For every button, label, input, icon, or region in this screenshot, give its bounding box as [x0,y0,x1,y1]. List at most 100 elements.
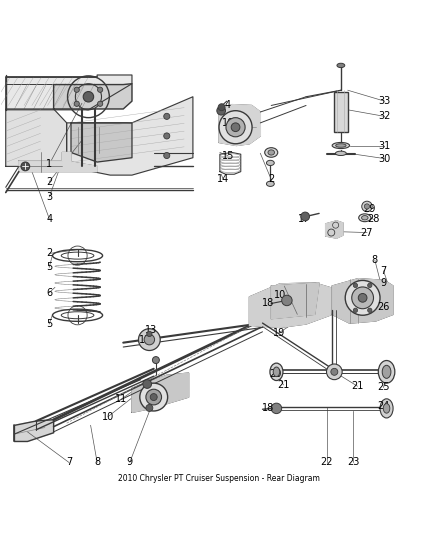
Polygon shape [53,84,132,109]
Polygon shape [67,97,193,175]
Ellipse shape [270,363,283,381]
Text: 28: 28 [367,214,380,224]
Text: 23: 23 [347,457,359,467]
Circle shape [367,283,372,288]
Circle shape [331,368,338,375]
Text: 9: 9 [127,457,133,467]
Text: 30: 30 [378,154,391,164]
Text: 1: 1 [46,159,52,169]
Text: 32: 32 [378,111,391,122]
Polygon shape [19,152,97,172]
Polygon shape [250,283,332,327]
Text: 31: 31 [378,141,391,150]
Circle shape [226,118,245,137]
Circle shape [164,133,170,139]
Text: 10: 10 [102,411,114,422]
Circle shape [150,393,157,400]
Text: 4: 4 [46,214,52,224]
Circle shape [146,389,162,405]
Ellipse shape [359,214,371,222]
Circle shape [21,162,30,171]
Text: 33: 33 [378,96,391,106]
Text: 26: 26 [377,302,390,312]
Ellipse shape [265,148,278,157]
Circle shape [144,334,155,345]
Circle shape [140,383,168,411]
Circle shape [98,87,103,92]
Circle shape [147,332,152,336]
Ellipse shape [378,360,395,383]
Text: 19: 19 [273,328,285,337]
Text: 5: 5 [46,319,53,329]
Ellipse shape [266,160,274,166]
Polygon shape [325,221,343,238]
Text: 20: 20 [269,369,282,379]
Ellipse shape [266,181,274,187]
Text: 2010 Chrysler PT Cruiser Suspension - Rear Diagram: 2010 Chrysler PT Cruiser Suspension - Re… [118,474,320,483]
Circle shape [143,379,152,389]
Text: 16: 16 [222,118,234,128]
Text: 15: 15 [222,150,234,160]
Text: 6: 6 [46,288,52,297]
Polygon shape [6,75,132,110]
Circle shape [74,101,79,107]
Text: 2: 2 [46,176,53,187]
Text: 22: 22 [321,457,333,467]
Ellipse shape [383,403,390,413]
Circle shape [231,123,240,132]
Text: 3: 3 [46,192,52,202]
Circle shape [362,201,372,212]
Text: 18: 18 [261,298,274,309]
Text: 10: 10 [274,290,286,300]
Text: 7: 7 [380,266,387,276]
Text: 8: 8 [372,255,378,265]
Bar [334,92,348,132]
Circle shape [271,403,282,414]
Polygon shape [332,279,393,323]
Circle shape [352,287,374,309]
Circle shape [164,114,170,119]
Circle shape [83,92,94,102]
Text: 21: 21 [277,380,290,390]
Text: 14: 14 [217,174,230,184]
Text: 5: 5 [46,262,53,272]
Ellipse shape [268,150,275,155]
Text: 2: 2 [46,248,53,259]
Circle shape [152,357,159,364]
Text: 2: 2 [268,174,274,184]
Polygon shape [271,283,319,319]
Circle shape [219,111,252,144]
Circle shape [345,280,380,315]
Text: 21: 21 [351,381,364,391]
Ellipse shape [382,365,391,378]
Circle shape [217,107,226,115]
Circle shape [367,308,372,312]
Ellipse shape [332,142,350,149]
Text: 12: 12 [139,335,151,345]
Polygon shape [71,123,132,162]
Ellipse shape [273,367,280,377]
Ellipse shape [337,63,345,68]
Polygon shape [132,373,188,413]
Circle shape [353,308,357,312]
Polygon shape [219,104,260,146]
Circle shape [98,101,103,107]
Circle shape [326,364,342,379]
Ellipse shape [361,215,368,220]
Text: 17: 17 [298,214,310,224]
Polygon shape [14,419,53,441]
Text: 11: 11 [115,394,127,404]
Circle shape [364,204,370,209]
Circle shape [218,104,225,111]
Text: 9: 9 [381,278,387,288]
Circle shape [74,87,79,92]
Text: 8: 8 [94,457,100,467]
Circle shape [353,283,357,288]
Text: 4: 4 [225,100,231,110]
Circle shape [138,329,160,351]
Text: 27: 27 [361,228,373,238]
Circle shape [358,294,367,302]
Text: 29: 29 [363,204,375,214]
Polygon shape [6,109,67,166]
Text: 7: 7 [66,457,72,467]
